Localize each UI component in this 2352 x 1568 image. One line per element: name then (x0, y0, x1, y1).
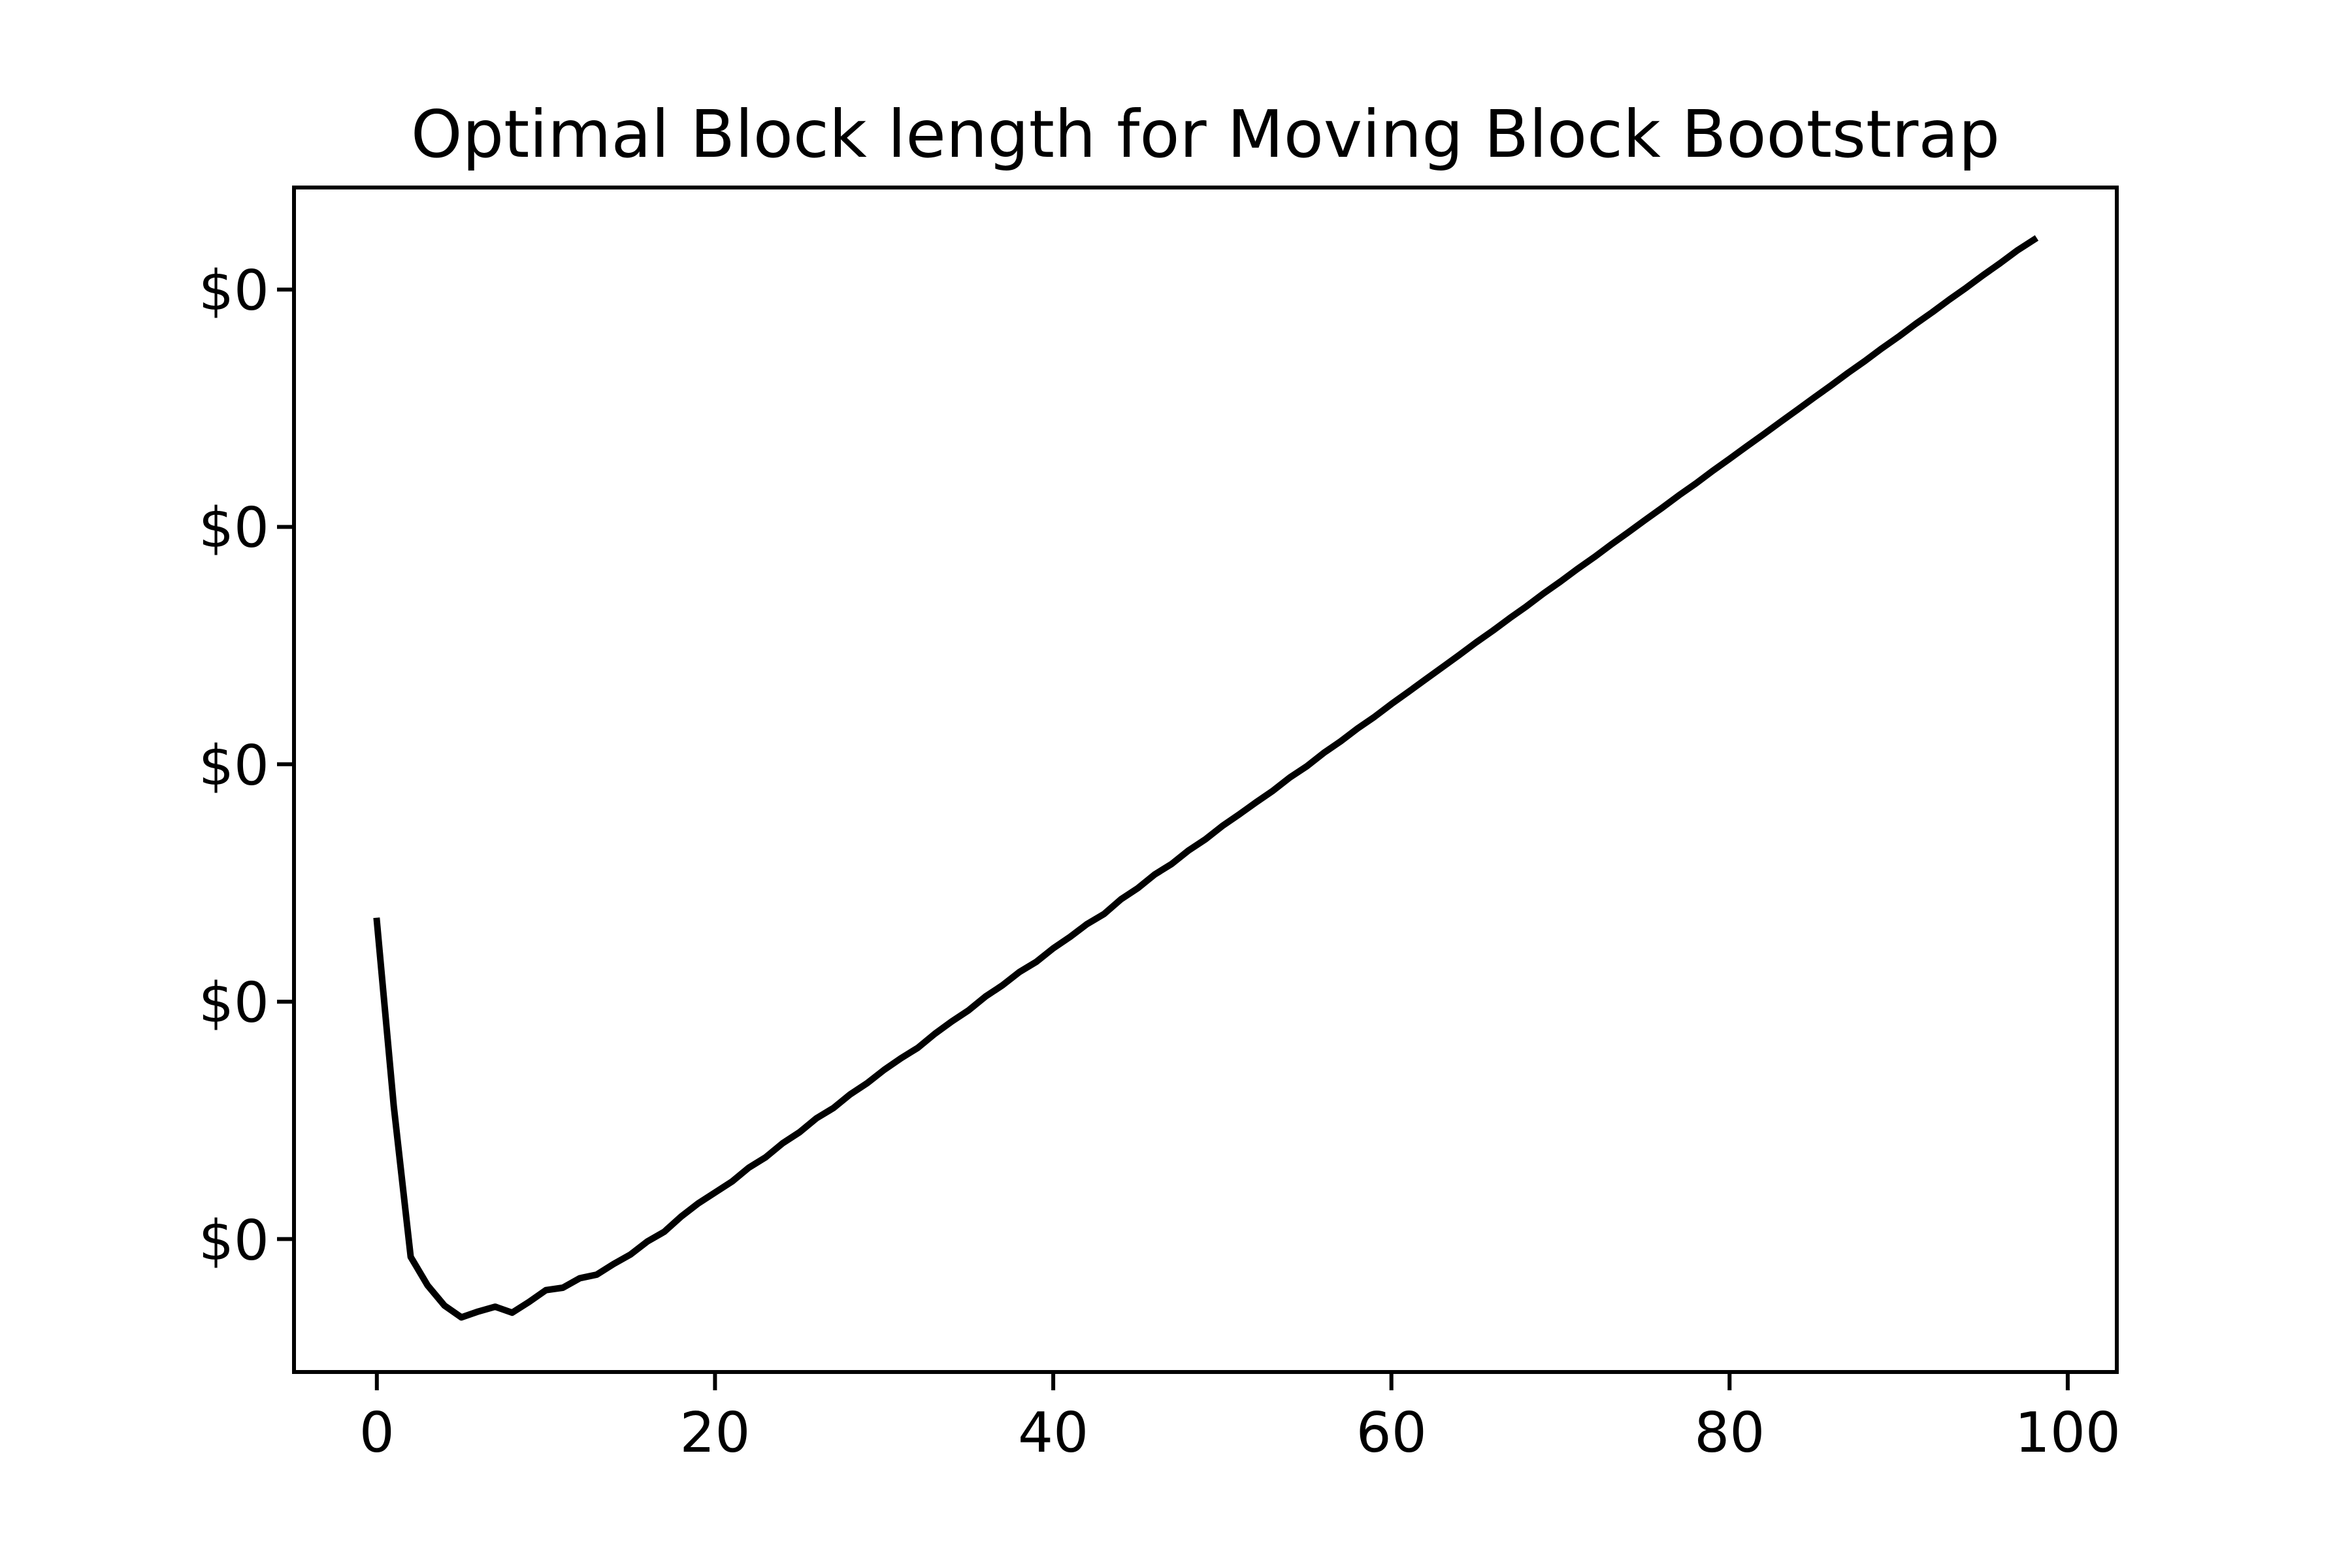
data-series-line (373, 235, 2039, 1321)
y-axis-ticks (277, 287, 294, 1241)
x-tick-label: 100 (2015, 1401, 2121, 1465)
y-tick-label: $0 (199, 971, 269, 1036)
x-tick-label: 60 (1356, 1401, 1427, 1465)
x-axis-tick-labels: 0 20 40 60 80 100 (359, 1401, 2121, 1465)
x-tick-label: 0 (359, 1401, 395, 1465)
y-tick-label: $0 (199, 259, 269, 323)
y-tick-label: $0 (199, 496, 269, 561)
x-tick-label: 20 (679, 1401, 750, 1465)
chart-title: Optimal Block length for Moving Block Bo… (411, 96, 2000, 172)
y-tick-label: $0 (199, 1209, 269, 1273)
x-axis-ticks (374, 1372, 2070, 1390)
y-axis-tick-labels: $0 $0 $0 $0 $0 (199, 259, 269, 1273)
y-tick-label: $0 (199, 734, 269, 798)
x-tick-label: 40 (1018, 1401, 1088, 1465)
plot-area (292, 186, 2119, 1374)
x-tick-label: 80 (1694, 1401, 1765, 1465)
